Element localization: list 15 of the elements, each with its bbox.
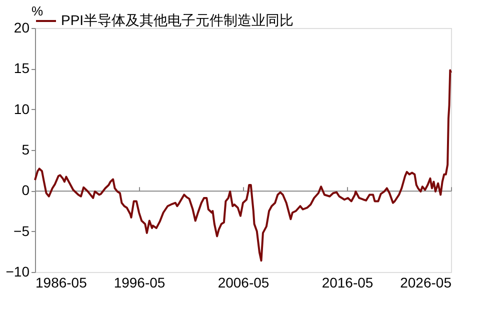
x-tick-label: 1986-05 xyxy=(36,274,88,290)
x-tick-label: 1996-05 xyxy=(114,274,166,290)
y-axis-title: % xyxy=(32,4,44,18)
y-tick-label: −5 xyxy=(14,222,30,239)
x-tick-label: 2006-05 xyxy=(218,274,270,290)
y-tick-label: 15 xyxy=(14,60,30,76)
x-tick-label: 2026-05 xyxy=(400,274,452,290)
y-tick-label: 0 xyxy=(22,182,30,198)
y-tick-label: −10 xyxy=(6,264,30,280)
y-tick-label: 20 xyxy=(14,20,30,36)
y-tick-label: 10 xyxy=(14,100,30,117)
y-tick-label: 5 xyxy=(22,142,30,158)
x-tick-label: 2016-05 xyxy=(322,274,374,290)
line-series xyxy=(34,69,452,262)
legend-label: PPI半导体及其他电子元件制造业同比 xyxy=(61,12,294,28)
